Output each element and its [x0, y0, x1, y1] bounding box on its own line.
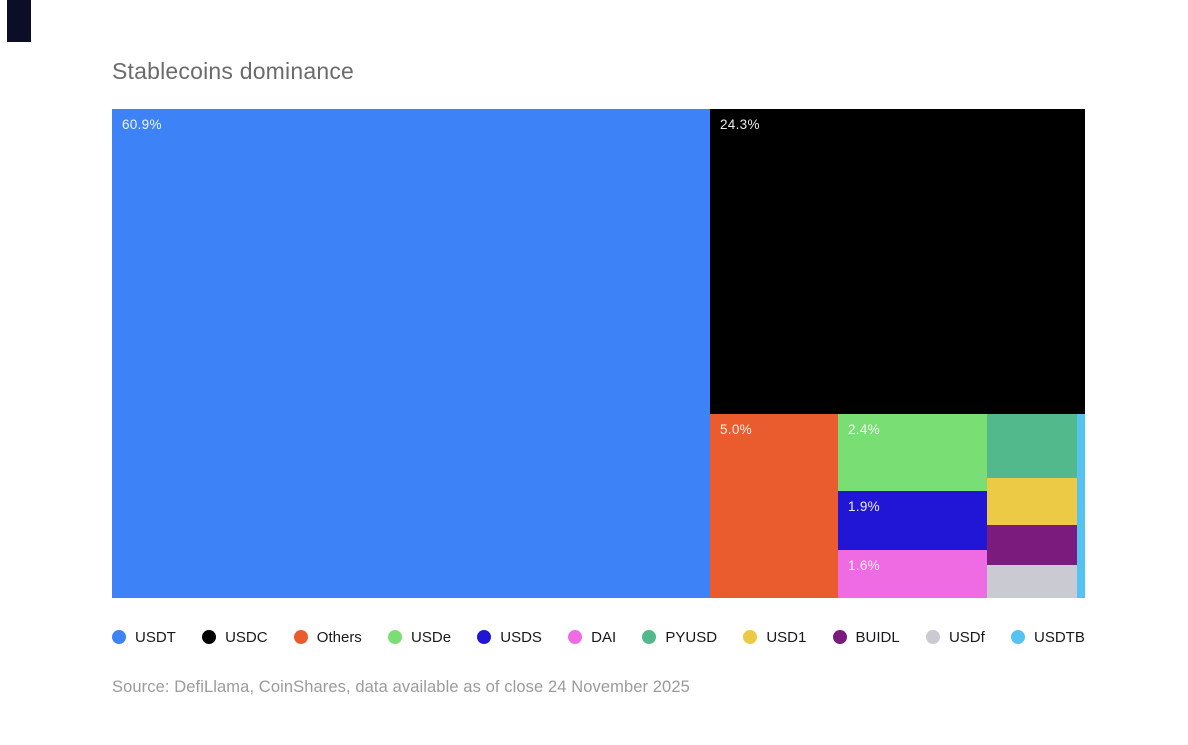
legend-color-dot-usdtb [1011, 630, 1026, 644]
source-note: Source: DefiLlama, CoinShares, data avai… [112, 678, 690, 696]
legend-label: USDT [135, 628, 176, 646]
legend-item-buidl[interactable]: BUIDL [832, 628, 900, 646]
legend: USDT USDC Others USDe USDS DAI PYUSD USD1 BUIDL U… [112, 626, 1085, 648]
treemap-cell-usd1[interactable] [987, 478, 1077, 525]
treemap-cell-pyusd[interactable] [987, 414, 1077, 478]
legend-color-dot-others [293, 630, 308, 644]
treemap-cell-value-label: 24.3% [720, 117, 760, 132]
legend-item-usdt[interactable]: USDT [112, 629, 176, 646]
treemap-cell-value-label: 2.4% [848, 422, 880, 437]
legend-color-dot-buidl [832, 630, 847, 644]
legend-color-dot-dai [568, 630, 583, 644]
legend-label: Others [316, 628, 362, 646]
legend-label: USDf [948, 628, 985, 646]
legend-item-usdf[interactable]: USDf [925, 628, 985, 646]
chart-title: Stablecoins dominance [112, 58, 355, 84]
legend-item-usdc[interactable]: USDC [202, 629, 268, 646]
treemap-cell-value-label: 5.0% [720, 422, 752, 437]
treemap-cell-usdc[interactable]: 24.3% [710, 109, 1085, 414]
legend-item-usds[interactable]: USDS [477, 629, 542, 646]
treemap-cell-others[interactable]: 5.0% [710, 414, 838, 598]
legend-label: PYUSD [665, 628, 718, 646]
legend-color-dot-pyusd [642, 630, 657, 644]
legend-label: USDS [500, 628, 542, 646]
treemap-cell-usdf[interactable] [987, 565, 1077, 598]
legend-label: DAI [591, 628, 617, 646]
legend-label: USDC [225, 628, 268, 646]
legend-item-dai[interactable]: DAI [568, 629, 616, 646]
legend-item-usdtb[interactable]: USDTB [1011, 629, 1085, 646]
treemap: 60.9% 24.3% 5.0% 2.4% 1.9% 1.6% [112, 109, 1085, 598]
legend-label: USDTB [1034, 628, 1085, 646]
legend-label: USD1 [766, 628, 807, 646]
treemap-cell-usdt[interactable]: 60.9% [112, 109, 710, 598]
legend-label: BUIDL [855, 628, 900, 646]
treemap-cell-value-label: 1.6% [848, 558, 880, 573]
treemap-cell-dai[interactable]: 1.6% [838, 550, 987, 598]
legend-color-dot-usde [388, 630, 403, 644]
legend-color-dot-usdt [112, 630, 126, 644]
legend-label: USDe [411, 628, 452, 646]
treemap-cell-usdtb[interactable] [1077, 414, 1085, 598]
treemap-cell-buidl[interactable] [987, 525, 1077, 565]
legend-item-others[interactable]: Others [293, 628, 362, 646]
treemap-cell-value-label: 1.9% [848, 499, 880, 514]
legend-color-dot-usd1 [743, 630, 758, 644]
legend-item-pyusd[interactable]: PYUSD [642, 629, 717, 646]
legend-color-dot-usds [477, 630, 492, 644]
treemap-cell-usds[interactable]: 1.9% [838, 491, 987, 550]
legend-color-dot-usdf [925, 630, 940, 644]
legend-color-dot-usdc [202, 630, 217, 644]
corner-mark [7, 0, 31, 42]
treemap-cell-usde[interactable]: 2.4% [838, 414, 987, 491]
legend-item-usd1[interactable]: USD1 [743, 629, 806, 646]
treemap-cell-value-label: 60.9% [122, 117, 162, 132]
legend-item-usde[interactable]: USDe [388, 629, 451, 646]
